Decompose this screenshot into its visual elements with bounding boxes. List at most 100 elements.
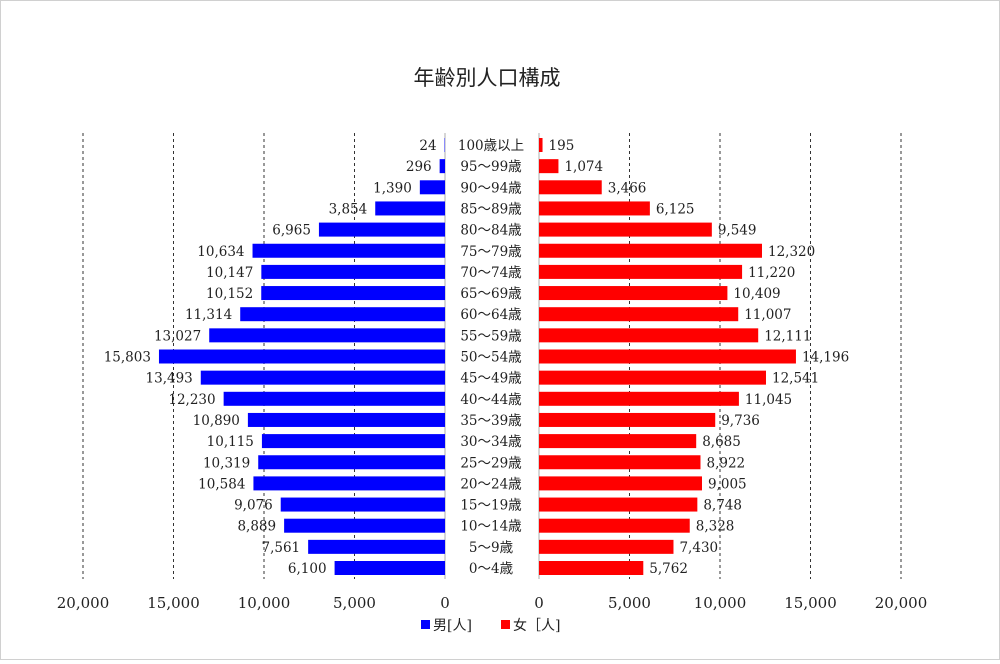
data-label-female: 7,430	[679, 540, 718, 556]
bar-female	[539, 350, 796, 364]
age-group-label: 5～9歳	[469, 540, 514, 556]
age-group-label: 20～24歳	[460, 476, 522, 492]
data-label-male: 6,965	[272, 223, 311, 239]
bar-male	[308, 540, 445, 554]
data-label-male: 10,634	[197, 244, 244, 260]
age-group-label: 25～29歳	[460, 455, 522, 471]
x-tick-label-male: 15,000	[147, 594, 200, 612]
bar-female	[539, 328, 758, 342]
data-label-female: 12,320	[768, 244, 815, 260]
data-label-female: 9,736	[721, 413, 760, 429]
data-label-female: 6,125	[656, 201, 695, 217]
bar-male	[284, 519, 445, 533]
bar-male	[253, 476, 445, 490]
bar-male	[209, 328, 445, 342]
data-label-male: 3,854	[329, 201, 368, 217]
data-label-female: 9,549	[718, 223, 757, 239]
bar-female	[539, 286, 727, 300]
x-tick-label-male: 20,000	[57, 594, 110, 612]
bar-male	[224, 392, 445, 406]
data-label-female: 12,111	[764, 328, 811, 344]
bar-male	[319, 223, 445, 237]
legend: 男[人] 女［人]	[421, 617, 560, 634]
legend-swatch-female	[501, 620, 510, 629]
x-tick-label-male: 5,000	[333, 594, 376, 612]
age-group-label: 75～79歳	[460, 244, 522, 260]
data-label-male: 9,076	[234, 498, 273, 514]
bar-female	[539, 561, 643, 575]
data-label-female: 11,045	[745, 392, 792, 408]
bar-female	[539, 519, 690, 533]
age-group-label: 85～89歳	[460, 201, 522, 217]
data-label-male: 1,390	[373, 180, 412, 196]
age-group-label: 35～39歳	[460, 413, 522, 429]
bar-male	[159, 350, 445, 364]
data-label-male: 7,561	[261, 540, 300, 556]
data-label-female: 11,220	[748, 265, 795, 281]
bar-male	[440, 159, 445, 173]
bar-female	[539, 540, 673, 554]
x-tick-label-female: 20,000	[875, 594, 928, 612]
data-label-male: 6,100	[288, 561, 327, 577]
data-label-male: 10,152	[206, 286, 253, 302]
legend-label-female: 女［人]	[513, 617, 560, 634]
data-label-male: 10,584	[198, 476, 245, 492]
age-group-label: 30～34歳	[460, 434, 522, 450]
data-label-male: 10,147	[206, 265, 253, 281]
data-label-female: 8,685	[702, 434, 741, 450]
data-label-female: 3,466	[608, 180, 647, 196]
bar-female	[539, 223, 712, 237]
bar-male	[261, 286, 445, 300]
bar-female	[539, 307, 738, 321]
data-label-female: 8,328	[696, 519, 735, 535]
data-label-male: 24	[419, 138, 436, 154]
data-label-male: 296	[406, 159, 432, 175]
age-group-label: 40～44歳	[460, 392, 522, 408]
x-tick-label-female: 5,000	[608, 594, 651, 612]
data-label-male: 15,803	[104, 350, 151, 366]
bar-female	[539, 498, 697, 512]
data-label-male: 13,027	[154, 328, 201, 344]
bar-male	[258, 455, 445, 469]
data-label-female: 5,762	[649, 561, 688, 577]
bar-male	[261, 265, 445, 279]
age-group-label: 100歳以上	[458, 138, 524, 154]
bar-female	[539, 138, 543, 152]
legend-swatch-male	[421, 620, 430, 629]
x-tick-label-male: 10,000	[238, 594, 291, 612]
age-group-label: 65～69歳	[460, 286, 522, 302]
x-tick-label-female: 10,000	[694, 594, 747, 612]
bar-female	[539, 413, 715, 427]
bar-male	[281, 498, 445, 512]
age-group-label: 80～84歳	[460, 223, 522, 239]
bar-female	[539, 180, 602, 194]
data-label-female: 1,074	[564, 159, 603, 175]
bar-male	[253, 244, 445, 258]
data-label-male: 10,890	[193, 413, 240, 429]
data-label-female: 14,196	[802, 350, 849, 366]
data-label-male: 8,889	[237, 519, 276, 535]
bar-male	[201, 371, 445, 385]
bar-male	[240, 307, 445, 321]
bar-female	[539, 265, 742, 279]
bar-male	[248, 413, 445, 427]
age-group-label: 95～99歳	[460, 159, 522, 175]
bar-female	[539, 476, 702, 490]
age-group-label: 90～94歳	[460, 180, 522, 196]
data-label-male: 10,115	[207, 434, 254, 450]
data-label-female: 195	[549, 138, 575, 154]
bar-female	[539, 201, 650, 215]
data-label-female: 8,748	[703, 498, 742, 514]
data-label-male: 13,493	[146, 371, 193, 387]
bar-male	[420, 180, 445, 194]
data-label-male: 10,319	[203, 455, 250, 471]
age-group-label: 0～4歳	[469, 561, 514, 577]
age-group-label: 45～49歳	[460, 371, 522, 387]
bar-female	[539, 392, 739, 406]
bar-male	[335, 561, 445, 575]
data-label-female: 12,541	[772, 371, 819, 387]
age-group-label: 15～19歳	[460, 498, 522, 514]
bar-male	[262, 434, 445, 448]
